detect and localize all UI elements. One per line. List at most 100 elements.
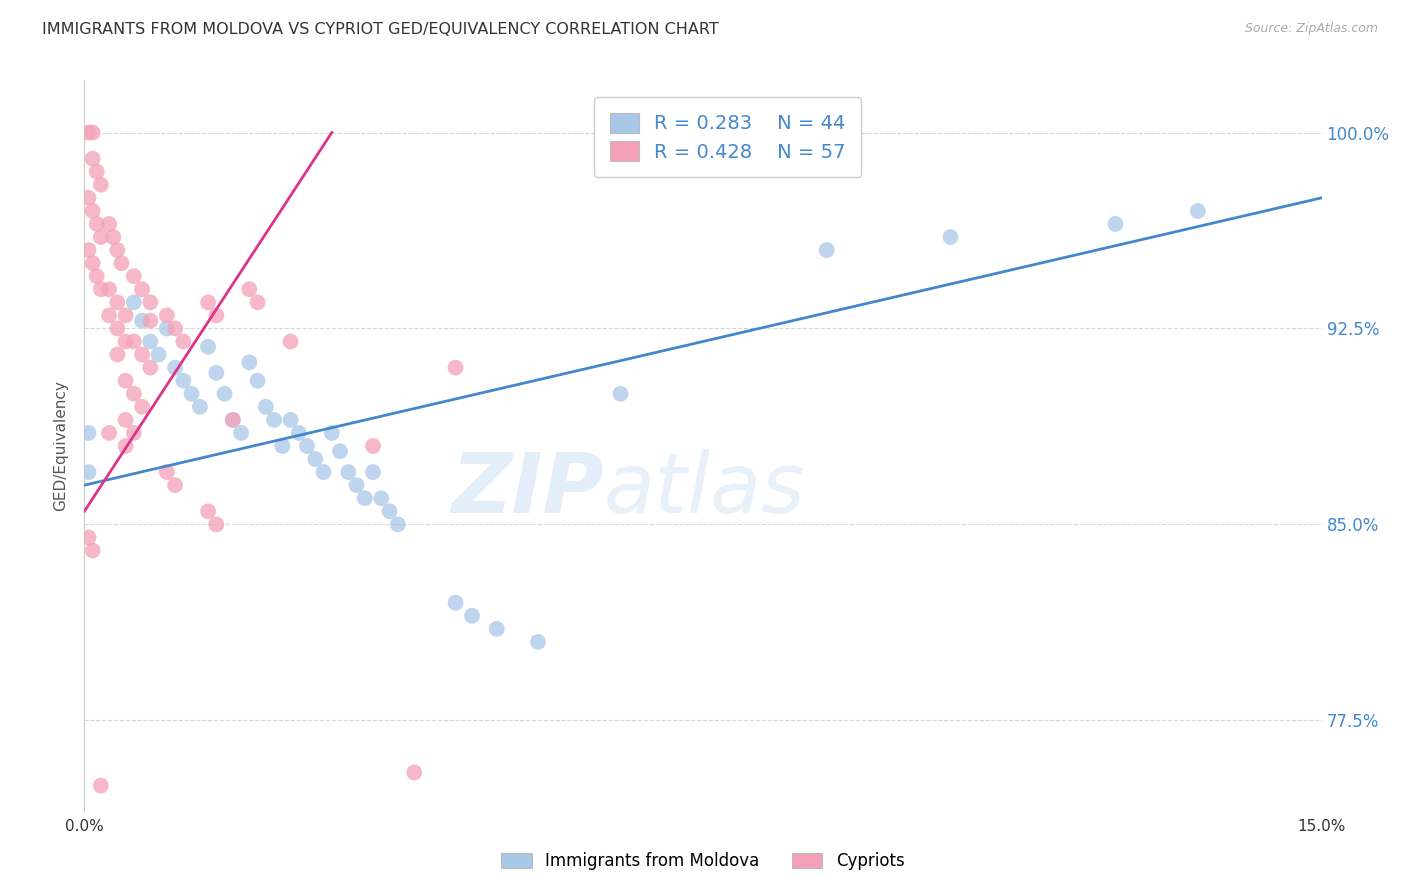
Point: [346, 478, 368, 492]
Point: [295, 439, 318, 453]
Legend: R = 0.283    N = 44, R = 0.428    N = 57: R = 0.283 N = 44, R = 0.428 N = 57: [595, 97, 862, 178]
Text: ZIP: ZIP: [451, 450, 605, 531]
Point: [205, 517, 228, 532]
Point: [114, 439, 136, 453]
Point: [156, 309, 179, 323]
Point: [77, 425, 100, 440]
Point: [165, 478, 187, 492]
Point: [1104, 217, 1126, 231]
Point: [222, 413, 245, 427]
Point: [139, 334, 162, 349]
Point: [609, 386, 631, 401]
Point: [197, 504, 219, 518]
Point: [156, 465, 179, 479]
Point: [90, 178, 112, 192]
Point: [114, 374, 136, 388]
Point: [105, 321, 128, 335]
Point: [110, 256, 132, 270]
Point: [939, 230, 962, 244]
Point: [165, 321, 187, 335]
Point: [122, 334, 145, 349]
Point: [131, 282, 153, 296]
Point: [197, 340, 219, 354]
Point: [77, 531, 100, 545]
Point: [378, 504, 401, 518]
Point: [122, 269, 145, 284]
Point: [172, 374, 194, 388]
Point: [86, 269, 108, 284]
Point: [165, 360, 187, 375]
Point: [82, 152, 104, 166]
Point: [288, 425, 311, 440]
Point: [444, 596, 467, 610]
Point: [90, 282, 112, 296]
Point: [238, 355, 260, 369]
Text: atlas: atlas: [605, 450, 806, 531]
Point: [82, 126, 104, 140]
Point: [139, 360, 162, 375]
Point: [404, 765, 426, 780]
Text: IMMIGRANTS FROM MOLDOVA VS CYPRIOT GED/EQUIVALENCY CORRELATION CHART: IMMIGRANTS FROM MOLDOVA VS CYPRIOT GED/E…: [42, 22, 718, 37]
Point: [361, 465, 384, 479]
Point: [815, 243, 838, 257]
Point: [82, 543, 104, 558]
Point: [271, 439, 294, 453]
Point: [77, 126, 100, 140]
Point: [103, 230, 125, 244]
Y-axis label: GED/Equivalency: GED/Equivalency: [53, 381, 69, 511]
Point: [98, 282, 121, 296]
Point: [148, 348, 170, 362]
Point: [229, 425, 252, 440]
Point: [280, 334, 302, 349]
Point: [122, 386, 145, 401]
Point: [98, 217, 121, 231]
Point: [98, 309, 121, 323]
Point: [205, 366, 228, 380]
Point: [246, 295, 269, 310]
Point: [105, 348, 128, 362]
Point: [77, 465, 100, 479]
Point: [205, 309, 228, 323]
Point: [337, 465, 360, 479]
Point: [370, 491, 392, 506]
Point: [90, 779, 112, 793]
Point: [82, 256, 104, 270]
Point: [114, 334, 136, 349]
Point: [312, 465, 335, 479]
Point: [329, 444, 352, 458]
Point: [131, 348, 153, 362]
Point: [197, 295, 219, 310]
Point: [387, 517, 409, 532]
Point: [114, 413, 136, 427]
Point: [180, 386, 202, 401]
Point: [280, 413, 302, 427]
Point: [188, 400, 211, 414]
Point: [105, 243, 128, 257]
Point: [139, 295, 162, 310]
Point: [114, 309, 136, 323]
Point: [139, 313, 162, 327]
Point: [77, 243, 100, 257]
Point: [131, 400, 153, 414]
Point: [238, 282, 260, 296]
Point: [86, 217, 108, 231]
Point: [1187, 203, 1209, 218]
Point: [485, 622, 508, 636]
Point: [321, 425, 343, 440]
Text: Source: ZipAtlas.com: Source: ZipAtlas.com: [1244, 22, 1378, 36]
Point: [77, 191, 100, 205]
Point: [86, 164, 108, 178]
Point: [90, 230, 112, 244]
Point: [263, 413, 285, 427]
Point: [122, 425, 145, 440]
Point: [444, 360, 467, 375]
Point: [246, 374, 269, 388]
Point: [222, 413, 245, 427]
Point: [361, 439, 384, 453]
Point: [156, 321, 179, 335]
Point: [353, 491, 375, 506]
Legend: Immigrants from Moldova, Cypriots: Immigrants from Moldova, Cypriots: [495, 846, 911, 877]
Point: [214, 386, 236, 401]
Point: [82, 203, 104, 218]
Point: [122, 295, 145, 310]
